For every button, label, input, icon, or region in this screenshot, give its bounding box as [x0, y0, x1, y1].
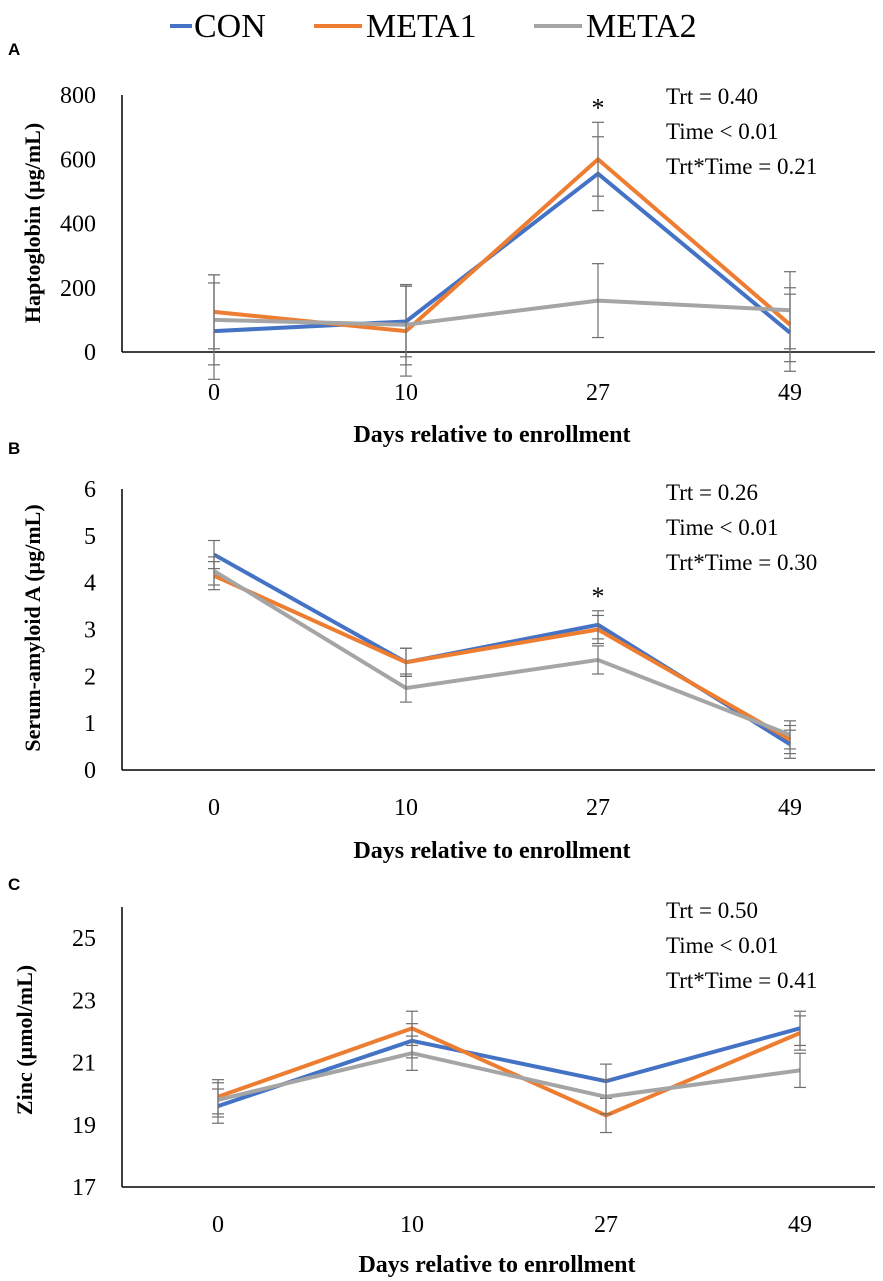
stat-time-a: Time < 0.01 — [666, 119, 778, 144]
series-line-meta1-c — [217, 1026, 801, 1118]
series-line-meta2-a — [213, 298, 791, 327]
y-tick-label-b: 4 — [84, 571, 96, 597]
error-bar-meta2-a — [784, 271, 796, 350]
y-axis-title-a: Haptoglobin (µg/mL) — [20, 123, 45, 323]
y-tick-label-b: 3 — [84, 618, 96, 644]
x-tick-label-c: 0 — [212, 1212, 224, 1238]
legend-item-meta2: META2 — [534, 8, 697, 45]
y-tick-label-c: 23 — [72, 988, 96, 1014]
x-axis-title-b: Days relative to enrollment — [353, 838, 630, 864]
y-tick-label-a: 400 — [60, 212, 96, 238]
x-tick-label-b: 49 — [778, 795, 802, 821]
legend-label-con: CON — [194, 8, 266, 45]
stat-interaction-a: Trt*Time = 0.21 — [666, 154, 817, 179]
legend-item-meta1: META1 — [314, 8, 477, 45]
error-bar-meta2-a — [592, 263, 604, 339]
y-tick-label-c: 21 — [72, 1051, 96, 1077]
x-tick-label-c: 49 — [788, 1212, 812, 1238]
x-axis-title-a: Days relative to enrollment — [353, 422, 630, 448]
error-bar-meta2-c — [406, 1035, 418, 1071]
stat-trt-a: Trt = 0.40 — [666, 84, 758, 109]
error-bar-meta2-b — [592, 645, 604, 675]
x-tick-label-a: 27 — [586, 380, 610, 406]
error-bar-meta2-b — [208, 556, 220, 586]
stat-interaction-c: Trt*Time = 0.41 — [666, 968, 817, 993]
x-tick-label-b: 0 — [208, 795, 220, 821]
x-tick-label-a: 0 — [208, 380, 220, 406]
series-line-meta2-c — [217, 1051, 801, 1102]
y-axis-title-b: Serum-amyloid A (µg/mL) — [20, 504, 45, 751]
stats-annotation-b: Trt = 0.26 Time < 0.01 Trt*Time = 0.30 — [666, 480, 817, 575]
stats-annotation-c: Trt = 0.50 Time < 0.01 Trt*Time = 0.41 — [666, 898, 817, 993]
error-bar-meta2-b — [784, 720, 796, 750]
stat-time-b: Time < 0.01 — [666, 515, 778, 540]
error-bar-meta1-b — [592, 614, 604, 645]
x-tick-label-a: 10 — [394, 380, 418, 406]
panel-a: A Haptoglobin (µg/mL) Days relative to e… — [8, 40, 875, 448]
panel-c: C Zinc (µmol/mL) Days relative to enroll… — [8, 875, 875, 1278]
x-tick-label-b: 27 — [586, 795, 610, 821]
y-tick-label-a: 600 — [60, 147, 96, 173]
stat-trt-b: Trt = 0.26 — [666, 480, 758, 505]
series-line-meta1-b — [213, 573, 791, 742]
error-bar-meta2-c — [794, 1052, 806, 1089]
y-tick-label-c: 17 — [72, 1175, 96, 1201]
error-bar-meta1-a — [592, 121, 604, 197]
panel-label-a: A — [8, 40, 20, 59]
panel-label-b: B — [8, 439, 20, 458]
y-tick-label-b: 2 — [84, 664, 96, 690]
y-tick-label-b: 1 — [84, 711, 96, 737]
legend-label-meta2: META2 — [586, 8, 697, 45]
significance-marker-a: * — [592, 93, 605, 122]
y-tick-label-b: 0 — [84, 758, 96, 784]
legend-label-meta1: META1 — [366, 8, 477, 45]
legend-item-con: CON — [170, 8, 266, 45]
series-line-meta2-b — [212, 569, 791, 737]
x-tick-label-b: 10 — [394, 795, 418, 821]
x-tick-label-a: 49 — [778, 380, 802, 406]
stats-annotation-a: Trt = 0.40 Time < 0.01 Trt*Time = 0.21 — [666, 84, 817, 179]
error-bar-meta1-c — [794, 1015, 806, 1051]
panel-label-c: C — [8, 875, 20, 894]
error-bar-meta2-b — [400, 673, 412, 703]
y-tick-label-a: 200 — [60, 276, 96, 302]
stat-trt-c: Trt = 0.50 — [666, 898, 758, 923]
error-bar-meta2-a — [400, 283, 412, 366]
y-tick-label-b: 5 — [84, 524, 96, 550]
series-line-con-c — [217, 1026, 801, 1109]
x-tick-label-c: 27 — [594, 1212, 618, 1238]
x-axis-title-c: Days relative to enrollment — [358, 1252, 635, 1278]
y-tick-label-a: 800 — [60, 83, 96, 109]
y-axis-title-c: Zinc (µmol/mL) — [12, 965, 37, 1115]
significance-marker-b: * — [592, 582, 605, 611]
panel-b: B Serum-amyloid A (µg/mL) Days relative … — [8, 439, 875, 864]
y-tick-label-a: 0 — [84, 340, 96, 366]
error-bar-meta2-c — [600, 1079, 612, 1115]
series-line-con-b — [213, 552, 792, 746]
error-bar-meta2-c — [212, 1082, 224, 1118]
y-tick-label-c: 19 — [72, 1113, 96, 1139]
stat-time-c: Time < 0.01 — [666, 933, 778, 958]
x-tick-label-c: 10 — [400, 1212, 424, 1238]
y-tick-label-c: 25 — [72, 926, 96, 952]
stat-interaction-b: Trt*Time = 0.30 — [666, 550, 817, 575]
y-tick-label-b: 6 — [84, 477, 96, 503]
legend: CON META1 META2 — [170, 8, 697, 45]
series-line-con-a — [213, 171, 792, 335]
error-bar-meta2-a — [208, 274, 220, 366]
